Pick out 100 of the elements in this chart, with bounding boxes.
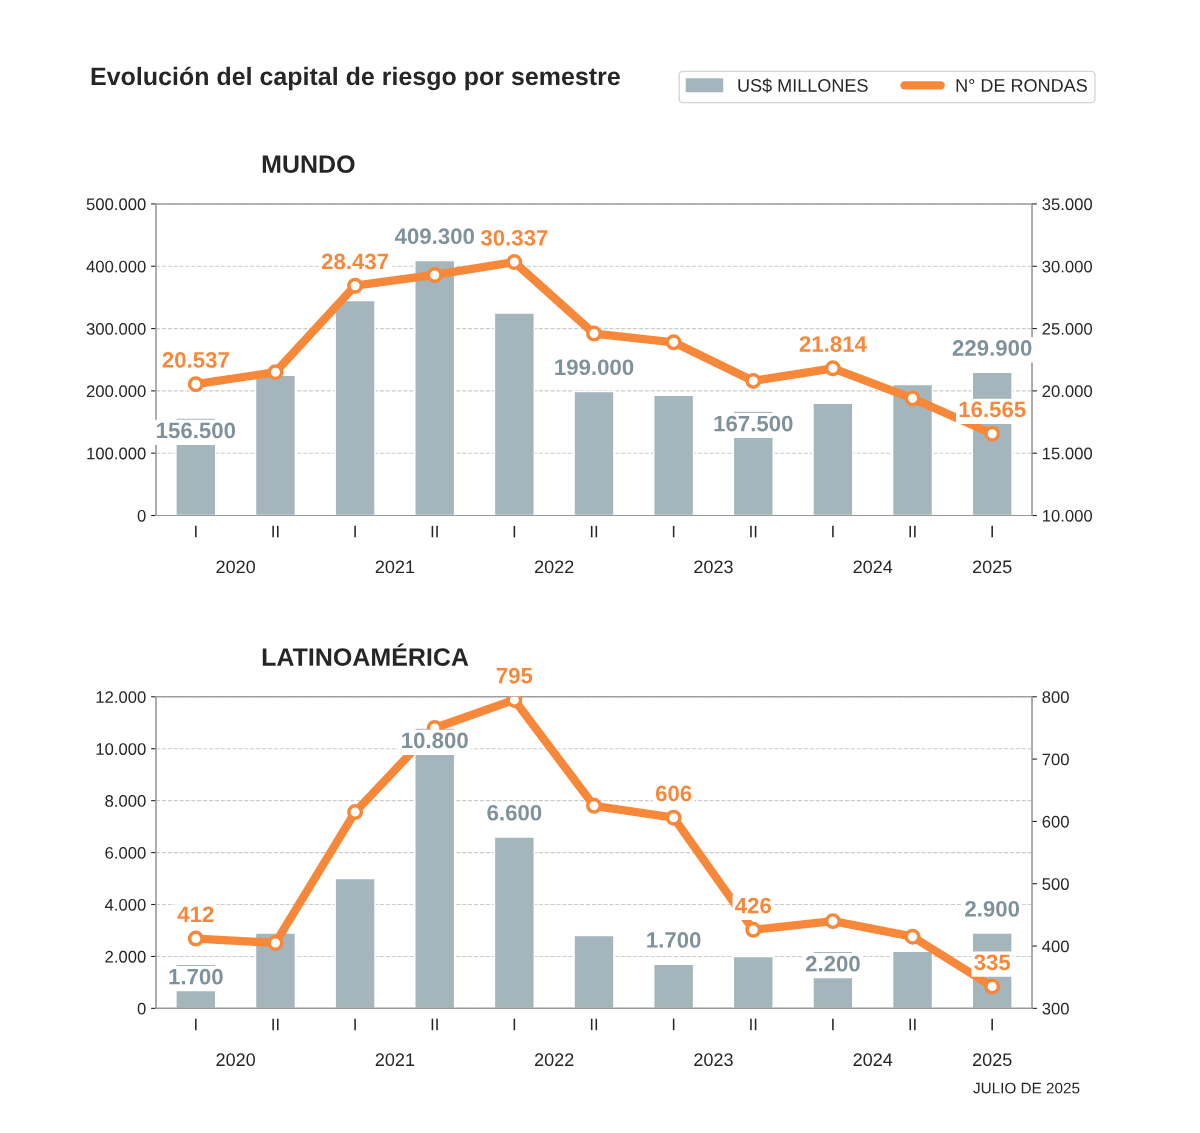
x-tick-label: I [354, 1018, 356, 1031]
data-label: 6.600 [487, 804, 542, 821]
text: JULIO DE 2025 [973, 1082, 1080, 1094]
y2-tick-label: 30.000 [1042, 260, 1093, 273]
text: 2021 [375, 560, 415, 574]
y-tick-label: 2.000 [105, 950, 146, 963]
point [904, 928, 921, 945]
y2-tick-label: 15.000 [1042, 447, 1093, 460]
point [984, 978, 1001, 995]
bar [334, 877, 376, 1009]
text: 2025 [973, 1053, 1012, 1067]
point [745, 372, 762, 389]
x-tick-label: I [195, 525, 197, 538]
chart-subtitle: MUNDO [262, 155, 355, 174]
point [586, 797, 602, 814]
data-label: 426 [735, 897, 772, 914]
y-tick-label: 12.000 [96, 691, 146, 703]
data-label: 335 [974, 954, 1011, 971]
point [665, 334, 682, 351]
point [904, 390, 921, 407]
data-label: 167.500 [714, 415, 793, 432]
y-tick-label: 4.000 [104, 898, 146, 911]
bar [891, 950, 934, 1009]
x-tick-label: I [513, 1018, 516, 1031]
bar [732, 955, 774, 1009]
y-tick-label: 8.000 [105, 795, 146, 807]
point [426, 266, 443, 283]
bar [573, 390, 615, 516]
x-tick-label: I [832, 525, 834, 538]
point [665, 809, 682, 826]
y-tick-label: 10.000 [96, 743, 146, 755]
data-label: 10.800 [402, 732, 468, 749]
data-label: 16.565 [959, 401, 1026, 418]
text: 2020 [216, 560, 256, 574]
chart-title: Evolución del capital de riesgo por semestre [91, 66, 620, 91]
point [347, 804, 364, 821]
x-tick-label: I [195, 1018, 197, 1031]
x-tick-label: II [750, 525, 757, 538]
bar [653, 394, 695, 516]
data-label: 2.900 [965, 900, 1020, 917]
y2-tick-label: 800 [1042, 691, 1069, 703]
x-tick-label: I [832, 1018, 834, 1031]
text: 2024 [853, 1053, 893, 1067]
point [745, 921, 762, 938]
bar [493, 836, 535, 1009]
data-label: 606 [655, 785, 692, 802]
data-label: 795 [496, 667, 533, 684]
data-label: 412 [177, 906, 214, 922]
y-tick-label: 100.000 [87, 447, 146, 460]
x-tick-label: II [272, 1018, 279, 1031]
bar [653, 963, 695, 1009]
x-tick-label: II [272, 525, 279, 538]
bar [493, 312, 535, 516]
point [267, 364, 284, 381]
y2-tick-label: 25.000 [1042, 322, 1093, 335]
text: 2023 [694, 1053, 733, 1067]
bar [414, 259, 456, 516]
data-label: 1.700 [647, 932, 701, 948]
y2-tick-label: 10.000 [1042, 509, 1093, 522]
chart-subtitle: LATINOAMÉRICA [262, 643, 469, 666]
x-tick-label: II [750, 1018, 757, 1031]
x-tick-label: II [590, 525, 598, 538]
x-tick-label: I [991, 1018, 993, 1031]
point [506, 254, 523, 271]
x-tick-label: I [513, 525, 516, 538]
x-tick-label: I [991, 525, 993, 538]
point [984, 425, 1001, 442]
point [586, 325, 602, 342]
data-label: 21.814 [799, 336, 867, 352]
x-tick-label: II [431, 1018, 438, 1031]
data-label: 30.337 [480, 229, 548, 246]
text: 2022 [535, 560, 574, 574]
y-tick-label: 0 [137, 1002, 146, 1015]
y-tick-label: 400.000 [86, 260, 146, 273]
data-label: 199.000 [555, 359, 634, 376]
y2-tick-label: 600 [1042, 815, 1069, 828]
data-label: 20.537 [162, 352, 229, 368]
x-tick-label: II [590, 1018, 598, 1031]
text: 2022 [535, 1053, 574, 1067]
data-label: 1.700 [169, 968, 223, 985]
x-tick-label: I [672, 1018, 675, 1031]
legend-label: N° DE RONDAS [956, 79, 1087, 92]
y-tick-label: 6.000 [105, 846, 146, 859]
x-tick-label: I [672, 525, 675, 538]
text: 2021 [375, 1053, 415, 1067]
y-tick-label: 200.000 [86, 385, 146, 398]
bar [334, 299, 376, 516]
data-label: 409.300 [394, 228, 474, 245]
bar [891, 383, 934, 516]
text: 2023 [694, 560, 733, 574]
point [347, 277, 364, 294]
y2-tick-label: 35.000 [1042, 198, 1093, 211]
data-label: 229.900 [952, 340, 1032, 356]
y2-tick-label: 700 [1042, 753, 1069, 766]
x-tick-label: I [354, 525, 356, 538]
bar [573, 934, 615, 1009]
text: 2020 [216, 1053, 256, 1067]
x-tick-label: II [909, 1018, 916, 1031]
y-tick-label: 300.000 [86, 322, 146, 335]
y-tick-label: 0 [137, 509, 146, 522]
